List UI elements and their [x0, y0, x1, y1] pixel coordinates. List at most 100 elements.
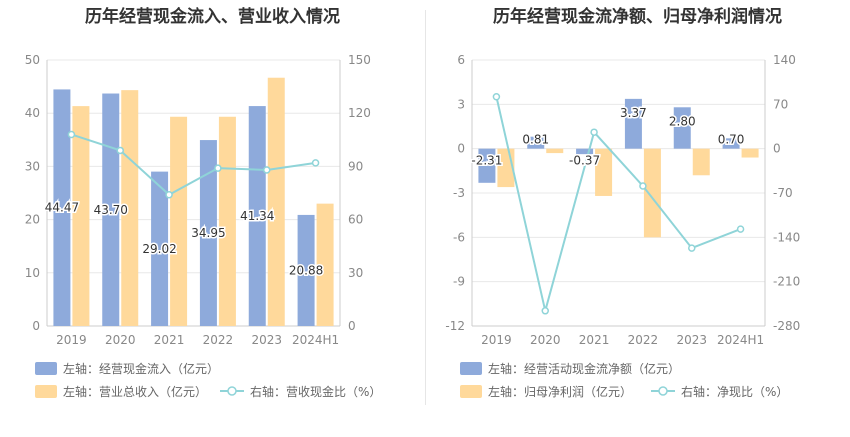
x-tick-label: 2022	[203, 333, 234, 347]
y-right-tick-label: 70	[773, 97, 788, 111]
right-chart-panel: 历年经营现金流净额、归母净利润情况 -12 -9 -6 -3 0 3 6 -280 -210 -1…	[425, 0, 850, 437]
x-tick-label: 2023	[251, 333, 282, 347]
x-tick-label: 2020	[530, 333, 561, 347]
bar-value-label: 41.34	[240, 209, 274, 223]
y-right-tick-label: -70	[773, 186, 793, 200]
bar-value-label: 44.47	[45, 201, 79, 215]
y-right-tick-label: -140	[773, 230, 800, 244]
y-right-tick-label: -280	[773, 319, 800, 333]
x-tick-label: 2024H1	[717, 333, 764, 347]
y-right-tick-label: 30	[348, 266, 363, 280]
bar-primary	[297, 214, 315, 326]
y-left-tick-label: 0	[457, 142, 465, 156]
ratio-line	[71, 133, 316, 196]
bar-primary	[624, 98, 642, 149]
y-right-tick-label: 90	[348, 159, 363, 173]
ratio-point	[165, 191, 173, 199]
bar-secondary	[643, 148, 661, 238]
y-right-tick-label: 150	[348, 53, 371, 67]
legend-label: 左轴：营业总收入（亿元）	[63, 384, 207, 399]
bar-value-label: 29.02	[142, 242, 176, 256]
bar-value-label: 0.70	[718, 133, 745, 147]
bar-primary	[151, 171, 169, 326]
bar-primary	[527, 136, 545, 149]
y-left-tick-label: 3	[457, 97, 465, 111]
x-tick-label: 2024H1	[292, 333, 339, 347]
ratio-point	[541, 307, 549, 315]
ratio-point	[736, 225, 745, 233]
y-left-tick-label: 50	[25, 53, 40, 67]
bar-primary	[102, 93, 120, 327]
y-right-tick-label: 0	[348, 319, 356, 333]
bar-primary	[248, 106, 266, 326]
y-right-tick-label: 140	[773, 53, 796, 67]
ratio-point	[116, 146, 124, 155]
bar-secondary	[170, 116, 188, 326]
ratio-point	[492, 92, 501, 101]
legend-swatch	[35, 385, 57, 398]
bar-secondary	[267, 77, 285, 326]
legend-line-marker	[658, 386, 668, 396]
x-tick-label: 2021	[154, 333, 185, 347]
ratio-point	[590, 128, 598, 136]
x-tick-label: 2019	[56, 333, 87, 347]
ratio-point	[67, 130, 76, 139]
bar-primary	[199, 140, 217, 326]
bar-value-label: 20.88	[289, 263, 323, 277]
bar-secondary	[595, 148, 613, 196]
y-left-tick-label: -12	[445, 319, 465, 333]
bar-value-label: 43.70	[94, 203, 128, 217]
y-left-tick-label: 6	[457, 53, 465, 67]
x-tick-label: 2022	[628, 333, 659, 347]
ratio-point	[263, 166, 271, 174]
ratio-point	[311, 159, 320, 167]
legend-label: 左轴：经营活动现金流净额（亿元）	[488, 361, 680, 376]
bar-value-label: 3.37	[620, 106, 647, 120]
bar-value-label: -2.31	[471, 154, 502, 168]
y-left-tick-label: -9	[453, 275, 465, 289]
legend-label: 左轴：归母净利润（亿元）	[488, 384, 632, 399]
bar-secondary	[121, 90, 139, 326]
y-left-tick-label: -6	[453, 230, 465, 244]
bar-secondary	[316, 203, 334, 326]
x-tick-label: 2019	[481, 333, 512, 347]
y-left-tick-label: 30	[25, 159, 40, 173]
bar-secondary	[218, 116, 236, 326]
bar-primary	[722, 138, 740, 149]
bar-value-label: 0.81	[522, 133, 549, 147]
bar-primary	[673, 107, 691, 149]
x-tick-label: 2020	[105, 333, 136, 347]
ratio-point	[688, 244, 696, 252]
y-right-tick-label: 60	[348, 213, 363, 227]
bar-primary	[576, 148, 594, 155]
chart-title: 历年经营现金流净额、归母净利润情况	[493, 7, 782, 27]
legend-swatch	[460, 362, 482, 375]
bar-secondary	[546, 148, 564, 154]
y-left-tick-label: 20	[25, 213, 40, 227]
bar-value-label: -0.37	[569, 154, 600, 168]
left-chart-svg: 0 10 20 30 40 50 0 30 60 90 120 150 2019 2020 2021 2022…	[25, 53, 382, 399]
left-chart-panel: 历年经营现金流入、营业收入情况 0 10 20 30 40 50 0 30 60 90 120 150…	[25, 7, 382, 399]
right-chart-svg: -12 -9 -6 -3 0 3 6 -280 -210 -140 -70 0 70 140 2019 202…	[445, 53, 800, 399]
y-right-tick-label: 120	[348, 106, 371, 120]
y-right-tick-label: -210	[773, 275, 800, 289]
y-left-tick-label: 0	[32, 319, 40, 333]
bar-secondary	[692, 148, 710, 176]
legend-label: 右轴：营收现金比（%）	[250, 384, 381, 399]
ratio-point	[639, 182, 647, 190]
bar-value-label: 34.95	[191, 226, 225, 240]
bar-secondary	[72, 106, 90, 327]
y-right-tick-label: 0	[773, 142, 781, 156]
bar-secondary	[741, 148, 759, 158]
bar-value-label: 2.80	[669, 114, 696, 128]
panel-divider	[425, 10, 426, 405]
y-left-tick-label: -3	[453, 186, 465, 200]
legend-line-marker	[227, 386, 237, 396]
legend-label: 右轴：净现比（%）	[681, 384, 788, 399]
chart-title: 历年经营现金流入、营业收入情况	[85, 7, 340, 27]
legend-swatch	[35, 362, 57, 375]
x-tick-label: 2023	[676, 333, 707, 347]
legend-swatch	[460, 385, 482, 398]
ratio-point	[214, 164, 222, 172]
ratio-line	[495, 96, 741, 312]
